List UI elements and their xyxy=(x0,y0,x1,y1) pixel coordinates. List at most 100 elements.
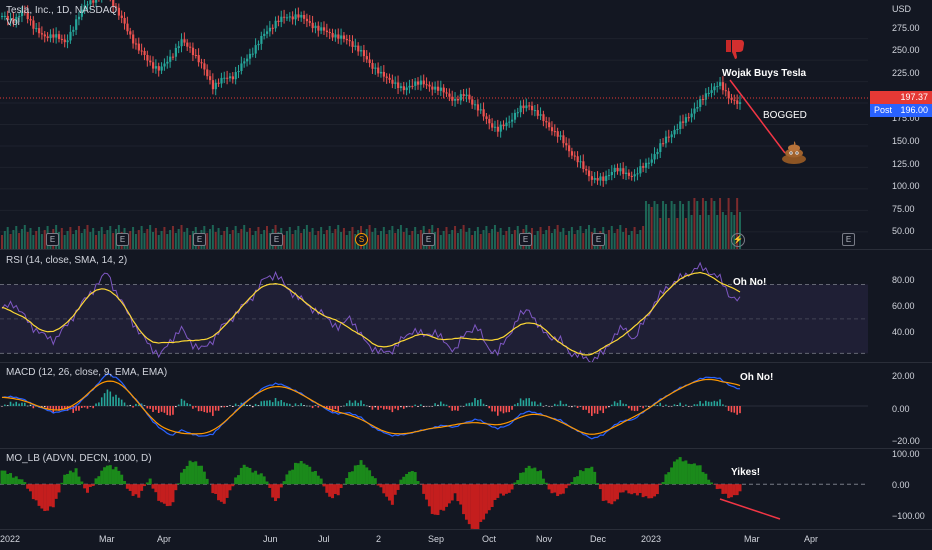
mo-area-bar xyxy=(85,484,89,493)
mo-area-bar xyxy=(678,457,682,485)
mo-area-bar xyxy=(214,484,218,494)
price-pane[interactable]: Tesla, Inc., 1D, NASDAQ Vol USD 275.00 2… xyxy=(0,0,932,249)
earnings-badge[interactable]: E xyxy=(193,233,206,246)
mo-area-bar xyxy=(9,473,13,485)
volume-bar xyxy=(1,235,3,249)
macd-histogram-bar xyxy=(206,406,208,413)
volume-bar xyxy=(288,227,291,249)
rsi-chart[interactable] xyxy=(0,250,932,362)
candle-body xyxy=(6,15,9,21)
price-chart[interactable] xyxy=(0,0,932,249)
candle-body xyxy=(522,105,525,109)
mo-area-bar xyxy=(305,464,309,485)
candle-body xyxy=(713,86,716,91)
mo-area-bar xyxy=(430,484,434,514)
candle-body xyxy=(280,16,283,22)
macd-histogram-bar xyxy=(599,406,602,411)
macd-title[interactable]: MACD (12, 26, close, 9, EMA, EMA) xyxy=(6,367,168,378)
volume-bar xyxy=(474,231,477,249)
candle-body xyxy=(52,34,55,38)
split-badge[interactable]: S xyxy=(355,233,368,246)
volume-bar xyxy=(231,230,234,249)
macd-pane[interactable]: MACD (12, 26, close, 9, EMA, EMA) 20.00 … xyxy=(0,363,932,448)
pane-separator[interactable] xyxy=(0,249,932,250)
macd-histogram-bar xyxy=(648,406,650,407)
candle-body xyxy=(587,170,591,177)
volume-bar xyxy=(6,227,9,249)
annotation-bogged[interactable]: BOGGED xyxy=(763,110,807,121)
candle-body xyxy=(474,104,477,106)
earnings-badge[interactable]: E xyxy=(519,233,532,246)
candle-body xyxy=(334,34,337,38)
mo-title[interactable]: MO_LB (ADVN, DECN, 1000, D) xyxy=(6,453,152,464)
mo-area-bar xyxy=(499,484,503,494)
mo-area-bar xyxy=(234,477,238,485)
macd-histogram-bar xyxy=(132,406,134,408)
pane-separator[interactable] xyxy=(0,362,932,363)
volume-bar xyxy=(647,204,650,249)
rsi-pane[interactable]: RSI (14, close, SMA, 14, 2) 80.00 60.00 … xyxy=(0,250,932,362)
macd-histogram-bar xyxy=(4,404,6,406)
candle-body xyxy=(265,31,269,34)
earnings-badge[interactable]: E xyxy=(46,233,59,246)
earnings-badge[interactable]: E xyxy=(592,233,605,246)
volume-bar xyxy=(736,198,739,249)
volume-bar xyxy=(265,226,268,249)
earnings-badge[interactable]: E xyxy=(270,233,283,246)
annotation-oh-no-macd[interactable]: Oh No! xyxy=(740,372,774,383)
earnings-badge[interactable]: E xyxy=(842,233,855,246)
candle-body xyxy=(237,70,240,73)
macd-histogram-bar xyxy=(739,406,741,414)
volume-bar xyxy=(38,227,41,249)
volume-bar xyxy=(160,231,163,249)
mo-area-bar xyxy=(336,484,340,496)
candle-body xyxy=(516,112,519,114)
mo-area-bar xyxy=(413,472,417,485)
macd-histogram-bar xyxy=(459,405,462,407)
mo-area-bar xyxy=(393,484,397,495)
macd-histogram-bar xyxy=(676,405,679,406)
macd-histogram-bar xyxy=(331,406,334,412)
volume-bar xyxy=(704,201,707,249)
volume-bar xyxy=(516,226,519,249)
macd-histogram-bar xyxy=(608,406,610,408)
mo-area-bar xyxy=(681,461,685,485)
mo-area-bar xyxy=(108,465,112,485)
symbol-title[interactable]: Tesla, Inc., 1D, NASDAQ xyxy=(6,5,118,16)
mo-area-bar xyxy=(293,462,297,485)
mo-pane[interactable]: MO_LB (ADVN, DECN, 1000, D) 100.00 0.00 … xyxy=(0,449,932,529)
candle-body xyxy=(60,38,64,40)
earnings-badge[interactable]: E xyxy=(422,233,435,246)
mo-chart[interactable] xyxy=(0,449,932,529)
candle-body xyxy=(83,5,86,10)
volume-bar xyxy=(414,227,417,249)
candle-body xyxy=(217,82,220,84)
macd-histogram-bar xyxy=(571,406,573,408)
macd-histogram-bar xyxy=(722,404,724,406)
annotation-yikes[interactable]: Yikes! xyxy=(731,467,761,478)
volume-bar xyxy=(388,230,391,249)
mo-area-bar xyxy=(0,470,4,485)
volume-bar xyxy=(374,228,377,249)
volume-bar xyxy=(18,233,21,249)
volume-bar xyxy=(379,231,382,249)
earnings-badge[interactable]: E xyxy=(116,233,129,246)
lightning-icon[interactable]: ⚡ xyxy=(731,233,745,247)
rsi-title[interactable]: RSI (14, close, SMA, 14, 2) xyxy=(6,255,128,266)
macd-histogram-bar xyxy=(197,406,200,412)
macd-histogram-bar xyxy=(539,402,542,406)
annotation-oh-no-rsi[interactable]: Oh No! xyxy=(733,277,767,288)
macd-histogram-bar xyxy=(408,406,411,407)
macd-histogram-bar xyxy=(80,406,83,408)
candle-body xyxy=(123,17,126,24)
mo-area-bar xyxy=(71,472,75,485)
macd-chart[interactable] xyxy=(0,363,932,448)
mo-area-bar xyxy=(570,481,574,485)
annotation-wojak[interactable]: Wojak Buys Tesla xyxy=(722,68,807,79)
pane-separator[interactable] xyxy=(0,448,932,449)
macd-histogram-bar xyxy=(702,403,704,406)
mo-area-bar xyxy=(416,481,420,485)
volume-bar xyxy=(417,234,420,249)
candle-body xyxy=(362,50,366,57)
candle-body xyxy=(456,98,460,101)
